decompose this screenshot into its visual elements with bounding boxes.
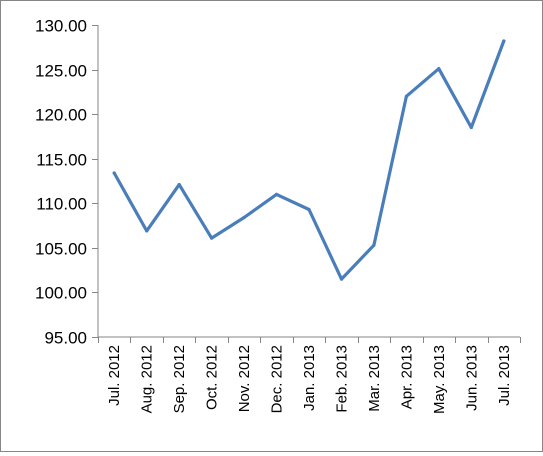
- x-tick-label: Dec. 2012: [269, 345, 286, 413]
- y-tick-label: 105.00: [35, 240, 87, 259]
- x-tick-label: Feb. 2013: [333, 345, 350, 413]
- data-point: [210, 236, 214, 240]
- x-tick-label: Apr. 2013: [398, 345, 415, 409]
- y-tick-label: 95.00: [44, 329, 87, 348]
- data-point: [404, 94, 408, 98]
- x-axis-ticks: Jul. 2012 Aug. 2012 Sep. 2012 Oct. 2012 Nov.…: [98, 337, 521, 414]
- data-point: [145, 229, 149, 233]
- y-tick-label: 110.00: [36, 195, 87, 214]
- y-tick-label: 120.00: [35, 106, 87, 125]
- y-tick-label: 100.00: [35, 284, 87, 303]
- x-tick-label: Jul. 2012: [106, 345, 123, 406]
- y-tick-label: 115.00: [36, 151, 87, 170]
- data-point: [242, 215, 246, 220]
- x-tick-label: May. 2013: [431, 345, 448, 414]
- data-point: [502, 39, 506, 43]
- y-axis-ticks: 95.00 100.00 105.00 110.00 115.00 120.00 125.0…: [35, 17, 98, 348]
- x-tick-label: Sep. 2012: [171, 345, 188, 413]
- x-tick-label: Mar. 2013: [366, 345, 383, 412]
- data-point: [372, 243, 376, 247]
- data-point: [339, 277, 344, 281]
- data-point: [469, 125, 473, 130]
- data-point: [307, 207, 311, 212]
- data-point: [274, 192, 279, 196]
- data-point: [177, 183, 181, 187]
- x-tick-label: Jan. 2013: [301, 345, 318, 411]
- series-layer: [112, 39, 506, 281]
- y-tick-label: 130.00: [35, 17, 87, 36]
- x-tick-label: Aug. 2012: [139, 345, 156, 413]
- x-tick-label: Oct. 2012: [204, 345, 221, 410]
- data-point: [112, 171, 116, 175]
- x-tick-label: Nov. 2012: [236, 345, 253, 412]
- y-tick-label: 125.00: [35, 62, 87, 81]
- data-point: [437, 67, 441, 71]
- x-tick-label: Jun. 2013: [463, 345, 480, 411]
- series-line-1: [112, 39, 506, 281]
- x-tick-label: Jul. 2013: [496, 345, 513, 406]
